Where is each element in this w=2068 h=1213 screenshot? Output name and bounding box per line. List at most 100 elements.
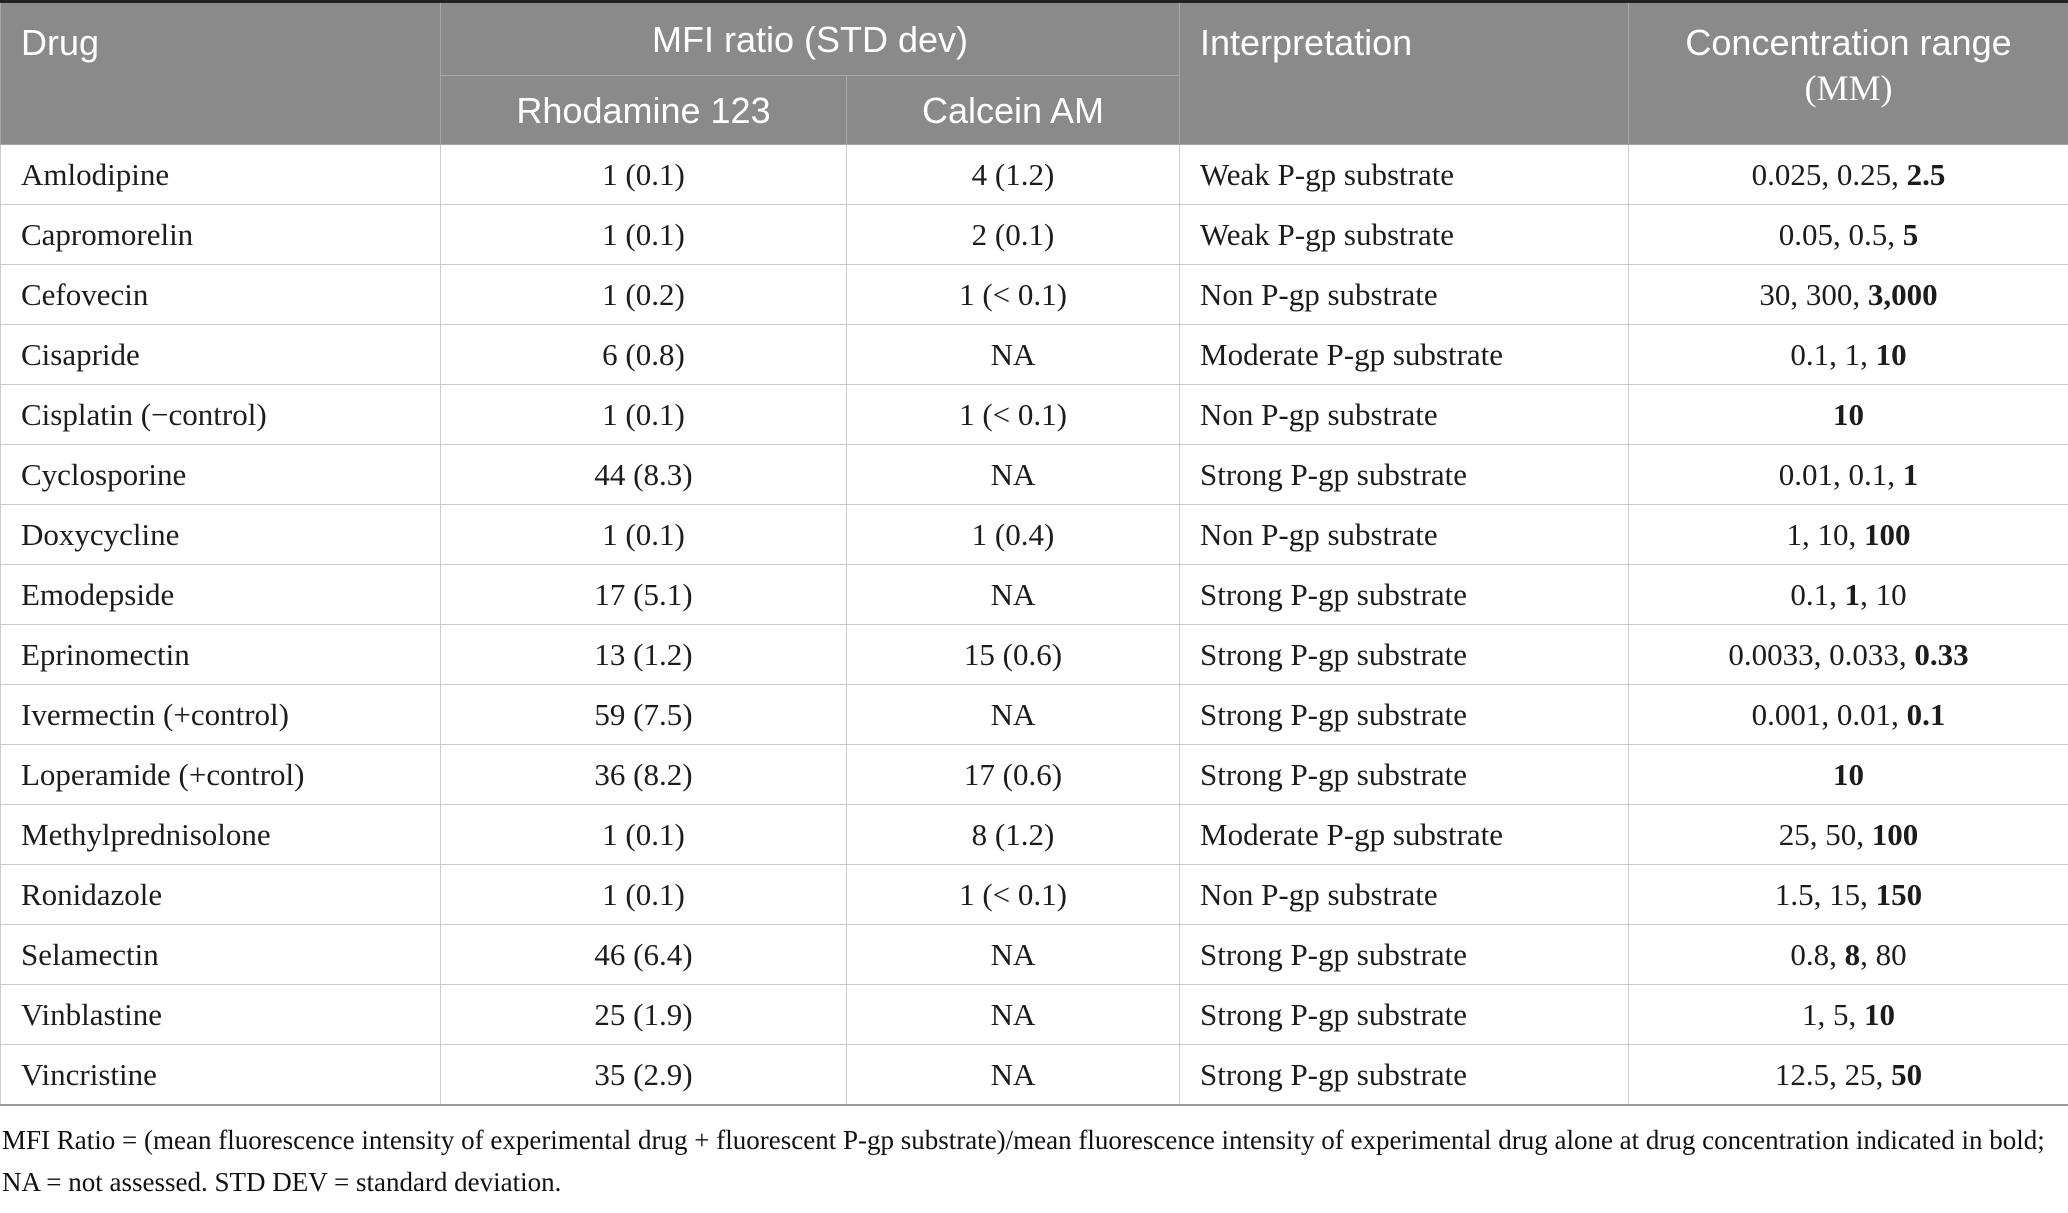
col-header-rhodamine-123: Rhodamine 123 (440, 75, 847, 145)
table-body: Amlodipine 1 (0.1) 4 (1.2) Weak P-gp substr… (0, 144, 2068, 1106)
concentration-range-cell: 30, 300, 3,000 (1628, 264, 2068, 325)
interpretation-cell: Moderate P-gp substrate (1179, 804, 1630, 865)
table-row: Capromorelin 1 (0.1) 2 (0.1) Weak P-gp subs… (0, 204, 2068, 265)
table-row: Emodepside 17 (5.1) NA Strong P-gp substrat… (0, 564, 2068, 625)
calcein-value-cell: NA (845, 924, 1181, 985)
footnote-line-2: NA = not assessed. STD DEV = standard de… (2, 1166, 562, 1197)
drug-name-cell: Cisapride (0, 324, 441, 385)
calcein-value-cell: 1 (< 0.1) (845, 264, 1181, 325)
interpretation-cell: Strong P-gp substrate (1179, 684, 1630, 745)
drug-name-cell: Eprinomectin (0, 624, 441, 685)
concentration-range-cell: 0.1, 1, 10 (1628, 324, 2068, 385)
rhodamine-value-cell: 13 (1.2) (440, 624, 847, 685)
drug-name-cell: Emodepside (0, 564, 441, 625)
rhodamine-value-cell: 25 (1.9) (440, 984, 847, 1045)
interpretation-cell: Strong P-gp substrate (1179, 1044, 1630, 1106)
drug-name-cell: Vincristine (0, 1044, 441, 1106)
rhodamine-value-cell: 6 (0.8) (440, 324, 847, 385)
concentration-range-cell: 12.5, 25, 50 (1628, 1044, 2068, 1106)
concentration-range-cell: 1, 10, 100 (1628, 504, 2068, 565)
table-row: Selamectin 46 (6.4) NA Strong P-gp substrat… (0, 924, 2068, 985)
interpretation-cell: Strong P-gp substrate (1179, 984, 1630, 1045)
concentration-range-cell: 0.025, 0.25, 2.5 (1628, 144, 2068, 205)
rhodamine-value-cell: 46 (6.4) (440, 924, 847, 985)
drug-name-cell: Loperamide (+control) (0, 744, 441, 805)
calcein-value-cell: NA (845, 684, 1181, 745)
calcein-value-cell: 1 (< 0.1) (845, 864, 1181, 925)
drug-name-cell: Selamectin (0, 924, 441, 985)
concentration-range-cell: 1.5, 15, 150 (1628, 864, 2068, 925)
rhodamine-value-cell: 59 (7.5) (440, 684, 847, 745)
data-table: Drug MFI ratio (STD dev) Interpretation … (0, 0, 2068, 1106)
rhodamine-value-cell: 35 (2.9) (440, 1044, 847, 1106)
calcein-value-cell: NA (845, 1044, 1181, 1106)
interpretation-cell: Strong P-gp substrate (1179, 444, 1630, 505)
drug-name-cell: Methylprednisolone (0, 804, 441, 865)
col-header-interpretation: Interpretation (1179, 1, 1630, 145)
rhodamine-value-cell: 44 (8.3) (440, 444, 847, 505)
calcein-value-cell: 17 (0.6) (845, 744, 1181, 805)
table-row: Eprinomectin 13 (1.2) 15 (0.6) Strong P-gp … (0, 624, 2068, 685)
concentration-range-cell: 10 (1628, 384, 2068, 445)
drug-name-cell: Vinblastine (0, 984, 441, 1045)
table-footnote: MFI Ratio = (mean fluorescence intensity… (0, 1106, 2068, 1204)
drug-name-cell: Capromorelin (0, 204, 441, 265)
concentration-range-cell: 0.05, 0.5, 5 (1628, 204, 2068, 265)
interpretation-cell: Non P-gp substrate (1179, 864, 1630, 925)
table-row: Loperamide (+control) 36 (8.2) 17 (0.6) Str… (0, 744, 2068, 805)
table-header: Drug MFI ratio (STD dev) Interpretation … (0, 1, 2068, 145)
table-row: Ronidazole 1 (0.1) 1 (< 0.1) Non P-gp subst… (0, 864, 2068, 925)
concentration-range-cell: 0.8, 8, 80 (1628, 924, 2068, 985)
table-row: Methylprednisolone 1 (0.1) 8 (1.2) Moderate… (0, 804, 2068, 865)
calcein-value-cell: NA (845, 984, 1181, 1045)
interpretation-cell: Weak P-gp substrate (1179, 144, 1630, 205)
drug-name-cell: Ivermectin (+control) (0, 684, 441, 745)
interpretation-cell: Weak P-gp substrate (1179, 204, 1630, 265)
calcein-value-cell: 1 (0.4) (845, 504, 1181, 565)
rhodamine-value-cell: 1 (0.1) (440, 864, 847, 925)
calcein-value-cell: NA (845, 324, 1181, 385)
table-row: Ivermectin (+control) 59 (7.5) NA Strong P-… (0, 684, 2068, 745)
calcein-value-cell: 8 (1.2) (845, 804, 1181, 865)
interpretation-cell: Strong P-gp substrate (1179, 744, 1630, 805)
table-row: Doxycycline 1 (0.1) 1 (0.4) Non P-gp substr… (0, 504, 2068, 565)
concentration-range-cell: 1, 5, 10 (1628, 984, 2068, 1045)
rhodamine-value-cell: 1 (0.1) (440, 144, 847, 205)
table-row: Vincristine 35 (2.9) NA Strong P-gp substra… (0, 1044, 2068, 1106)
rhodamine-value-cell: 1 (0.1) (440, 504, 847, 565)
concentration-header-line1: Concentration range (1685, 22, 2012, 63)
col-header-mfi-ratio-group: MFI ratio (STD dev) (439, 1, 1181, 76)
drug-name-cell: Cisplatin (−control) (0, 384, 441, 445)
concentration-range-cell: 25, 50, 100 (1628, 804, 2068, 865)
col-header-drug: Drug (0, 1, 441, 145)
calcein-value-cell: NA (845, 564, 1181, 625)
interpretation-cell: Moderate P-gp substrate (1179, 324, 1630, 385)
interpretation-cell: Strong P-gp substrate (1179, 924, 1630, 985)
table-row: Vinblastine 25 (1.9) NA Strong P-gp substra… (0, 984, 2068, 1045)
interpretation-cell: Non P-gp substrate (1179, 384, 1630, 445)
calcein-value-cell: NA (845, 444, 1181, 505)
col-header-concentration-range: Concentration range (MM) (1628, 1, 2068, 145)
rhodamine-value-cell: 17 (5.1) (440, 564, 847, 625)
concentration-range-cell: 10 (1628, 744, 2068, 805)
concentration-range-cell: 0.001, 0.01, 0.1 (1628, 684, 2068, 745)
drug-name-cell: Amlodipine (0, 144, 441, 205)
rhodamine-value-cell: 1 (0.2) (440, 264, 847, 325)
footnote-line-1: MFI Ratio = (mean fluorescence intensity… (2, 1125, 2045, 1155)
table-row: Cyclosporine 44 (8.3) NA Strong P-gp substr… (0, 444, 2068, 505)
rhodamine-value-cell: 1 (0.1) (440, 384, 847, 445)
drug-name-cell: Cefovecin (0, 264, 441, 325)
table-row: Amlodipine 1 (0.1) 4 (1.2) Weak P-gp substr… (0, 144, 2068, 205)
drug-name-cell: Doxycycline (0, 504, 441, 565)
concentration-range-cell: 0.0033, 0.033, 0.33 (1628, 624, 2068, 685)
col-header-calcein-am: Calcein AM (845, 75, 1181, 145)
concentration-header-unit: (MM) (1804, 68, 1893, 108)
rhodamine-value-cell: 36 (8.2) (440, 744, 847, 805)
rhodamine-value-cell: 1 (0.1) (440, 804, 847, 865)
rhodamine-value-cell: 1 (0.1) (440, 204, 847, 265)
interpretation-cell: Non P-gp substrate (1179, 264, 1630, 325)
interpretation-cell: Strong P-gp substrate (1179, 624, 1630, 685)
calcein-value-cell: 15 (0.6) (845, 624, 1181, 685)
concentration-range-cell: 0.1, 1, 10 (1628, 564, 2068, 625)
